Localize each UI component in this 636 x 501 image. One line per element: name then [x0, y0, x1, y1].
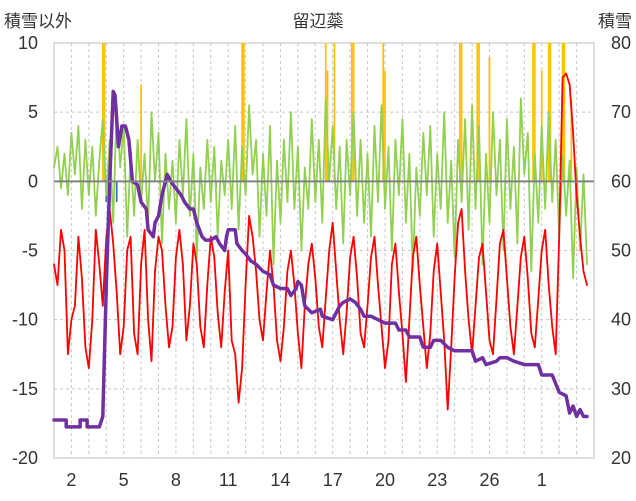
- precip-bar: [241, 43, 243, 182]
- precip-bar: [243, 43, 245, 182]
- precip-bar: [140, 84, 142, 182]
- precip-bar: [101, 43, 104, 182]
- right-y-tick-label: 30: [611, 379, 631, 399]
- precip-bar: [488, 56, 491, 182]
- precip-bar: [459, 43, 461, 182]
- x-tick-label: 5: [119, 470, 129, 490]
- x-tick-label: 1: [537, 470, 547, 490]
- left-y-tick-label: -20: [12, 448, 38, 468]
- x-tick-label: 11: [219, 470, 238, 490]
- precip-bar: [532, 43, 534, 182]
- precip-bar: [563, 43, 566, 182]
- right-y-tick-label: 40: [611, 310, 631, 330]
- temperature-line: [53, 72, 588, 411]
- precip-bar: [351, 43, 353, 182]
- left-y-tick-label: 5: [28, 102, 38, 122]
- right-y-ticks: 80 70 60 50 40 30 20: [611, 33, 631, 468]
- precip-bar: [115, 181, 118, 203]
- grid: [53, 42, 595, 459]
- precip-bar: [533, 43, 536, 182]
- right-y-tick-label: 60: [611, 171, 631, 191]
- x-tick-label: 26: [479, 470, 499, 490]
- precip-bar: [478, 43, 480, 182]
- x-tick-label: 2: [66, 470, 76, 490]
- x-tick-label: 14: [270, 470, 290, 490]
- left-axis-label: 積雪以外: [4, 12, 72, 32]
- precip-bar: [460, 43, 463, 182]
- left-y-tick-label: -10: [12, 310, 38, 330]
- right-y-tick-label: 20: [611, 448, 631, 468]
- x-tick-label: 8: [171, 470, 181, 490]
- left-y-tick-label: 10: [18, 33, 38, 53]
- chart-title: 留辺蘂: [293, 12, 344, 32]
- x-tick-label: 20: [375, 470, 395, 490]
- x-tick-label: 17: [323, 470, 343, 490]
- precip-bar: [570, 98, 573, 182]
- precip-bar: [476, 43, 479, 182]
- left-y-ticks: 10 5 0 -5 -10 -15 -20: [12, 33, 38, 468]
- x-ticks: 2 5 8 11 14 17 20 23 26 1: [66, 470, 546, 490]
- right-y-tick-label: 80: [611, 33, 631, 53]
- right-axis-label: 積雪: [598, 12, 632, 32]
- left-y-tick-label: -5: [22, 241, 38, 261]
- precip-bar: [103, 43, 106, 182]
- precip-bar: [382, 43, 385, 182]
- precip-bar: [549, 43, 552, 182]
- left-y-tick-label: 0: [28, 171, 38, 191]
- precip-bar: [333, 43, 336, 182]
- x-tick-label: 23: [427, 470, 447, 490]
- right-y-tick-label: 70: [611, 102, 631, 122]
- precip-bar: [384, 70, 386, 182]
- snow-depth-line: [52, 89, 589, 429]
- right-y-tick-label: 50: [611, 241, 631, 261]
- left-y-tick-label: -15: [12, 379, 38, 399]
